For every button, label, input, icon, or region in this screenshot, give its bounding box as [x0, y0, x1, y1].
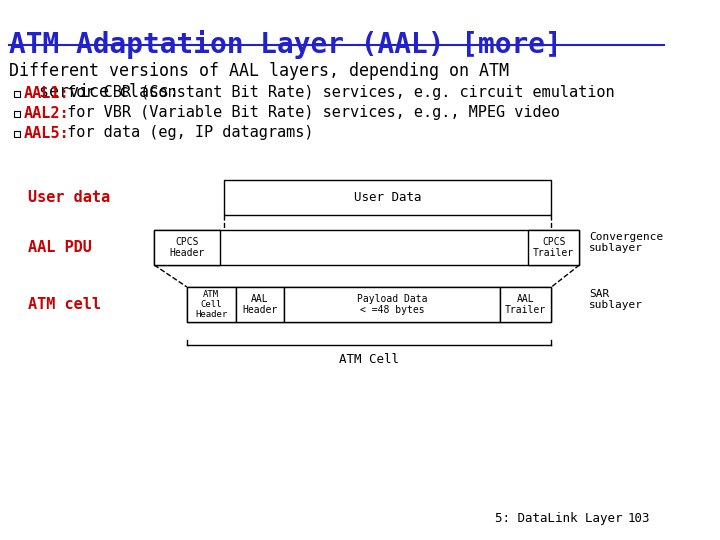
Text: ATM
Cell
Header: ATM Cell Header	[195, 289, 228, 319]
Text: ATM Cell: ATM Cell	[339, 353, 399, 366]
Bar	[284, 287, 500, 322]
Text: AAL
Trailer: AAL Trailer	[505, 294, 546, 315]
Text: AAL
Header: AAL Header	[242, 294, 277, 315]
Bar	[225, 180, 552, 215]
Text: Convergence
sublayer: Convergence sublayer	[589, 232, 663, 253]
Text: User data: User data	[28, 190, 110, 205]
Bar	[528, 230, 580, 265]
Text: AAL PDU: AAL PDU	[28, 240, 92, 255]
Text: AAL1:: AAL1:	[23, 85, 69, 100]
Text: SAR
sublayer: SAR sublayer	[589, 289, 643, 310]
Bar	[500, 287, 552, 322]
Bar	[187, 287, 235, 322]
Text: AAL2:: AAL2:	[23, 105, 69, 120]
Text: Different versions of AAL layers, depending on ATM
   service class:: Different versions of AAL layers, depend…	[9, 62, 509, 101]
Bar	[154, 230, 220, 265]
Text: for VBR (Variable Bit Rate) services, e.g., MPEG video: for VBR (Variable Bit Rate) services, e.…	[58, 105, 560, 120]
Text: ATM cell: ATM cell	[28, 297, 101, 312]
Text: 103: 103	[627, 512, 649, 525]
Text: for CBR (Constant Bit Rate) services, e.g. circuit emulation: for CBR (Constant Bit Rate) services, e.…	[58, 85, 615, 100]
Bar	[154, 230, 580, 265]
Text: AAL5:: AAL5:	[23, 125, 69, 140]
Text: ATM Adaptation Layer (AAL) [more]: ATM Adaptation Layer (AAL) [more]	[9, 30, 562, 59]
Text: User Data: User Data	[354, 191, 422, 204]
Text: CPCS
Trailer: CPCS Trailer	[534, 237, 575, 258]
Text: 5: DataLink Layer: 5: DataLink Layer	[495, 512, 623, 525]
Text: for data (eg, IP datagrams): for data (eg, IP datagrams)	[58, 125, 314, 140]
Text: Payload Data
< =48 bytes: Payload Data < =48 bytes	[357, 294, 428, 315]
Bar	[235, 287, 284, 322]
Text: CPCS
Header: CPCS Header	[169, 237, 204, 258]
Bar	[187, 287, 552, 322]
